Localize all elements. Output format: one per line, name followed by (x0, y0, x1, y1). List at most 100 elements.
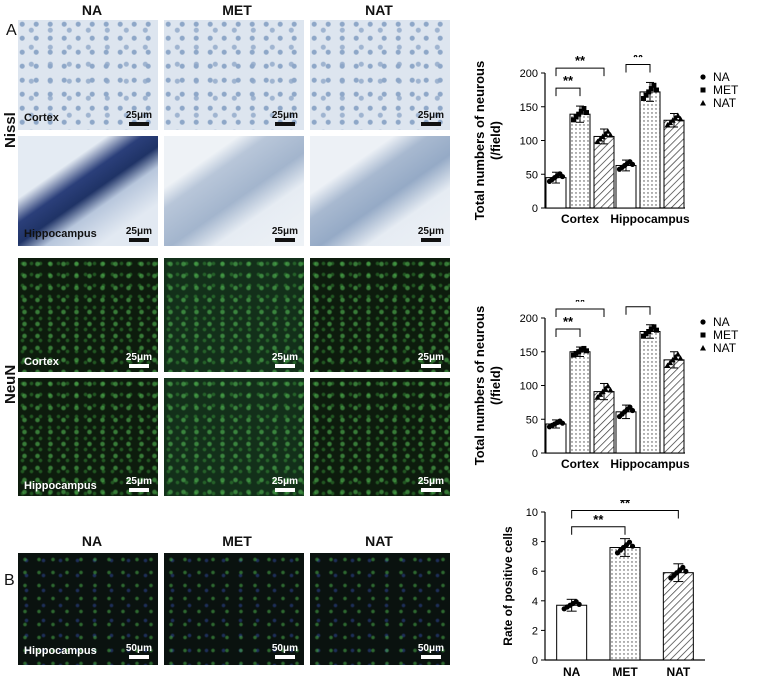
x-tick-label: NA (563, 665, 581, 679)
scale-bar: 25μm (418, 226, 444, 242)
data-point (651, 82, 657, 88)
scale-bar: 25μm (418, 110, 444, 126)
data-point (700, 87, 706, 93)
significance-label: ** (620, 500, 631, 511)
y-tick-label: 100 (520, 136, 538, 148)
y-tick-label: 150 (520, 347, 538, 359)
data-point (604, 382, 611, 389)
x-tick-label: Hippocampus (610, 212, 690, 226)
data-point (700, 345, 706, 351)
y-axis-label: Total numbers of neurous (472, 306, 487, 465)
y-tick-label: 4 (532, 596, 538, 608)
data-point (680, 564, 686, 570)
row-label-nissl: Nissl (2, 112, 19, 148)
y-axis-label: (/field) (488, 366, 503, 405)
chart-positive-cell-rate: Rate of positive cells 0 2 4 6 8 10 NA MET NAT ** *… (501, 500, 705, 679)
scale-bar: 25μm (272, 352, 298, 368)
data-point (641, 333, 646, 339)
bar (639, 91, 661, 209)
y-tick-label: 8 (532, 537, 538, 549)
micrograph-nissl-cortex-nat: 25μm (310, 20, 450, 130)
scale-bar: 25μm (272, 226, 298, 242)
micrograph-neun-hippocampus-met: 25μm (164, 378, 304, 496)
significance-bracket (555, 87, 581, 97)
micrograph-nissl-cortex-na: Cortex 25μm (18, 20, 158, 130)
data-point (646, 329, 652, 334)
bar (615, 164, 637, 209)
panel-letter-a: A (6, 22, 17, 39)
significance-bracket (555, 328, 581, 338)
scale-bar: 25μm (418, 352, 444, 368)
significance-label: ** (633, 300, 644, 307)
y-tick-label: 2 (532, 625, 538, 637)
data-point (578, 108, 584, 114)
data-point (654, 87, 659, 93)
data-point (626, 539, 633, 545)
data-point (629, 407, 636, 414)
y-tick-label: 150 (520, 102, 538, 114)
bar (556, 604, 588, 661)
data-point (672, 354, 679, 360)
data-point (674, 112, 681, 119)
data-point (664, 362, 671, 369)
micrograph-neun-cortex-nat: 25μm (310, 258, 450, 372)
data-point (667, 359, 674, 366)
significance-bracket (625, 63, 651, 73)
significance-label: ** (633, 55, 644, 64)
scale-bar: 25μm (126, 110, 152, 126)
bar (663, 359, 685, 454)
y-tick-label: 0 (532, 448, 538, 460)
region-label: Cortex (24, 356, 59, 368)
data-point (559, 173, 566, 180)
bar (593, 135, 615, 209)
micrograph-b-hippocampus-nat: 50μm (310, 553, 450, 665)
x-tick-label: NAT (666, 665, 690, 679)
bar (569, 351, 591, 454)
data-point (599, 388, 606, 395)
significance-bracket (571, 526, 626, 535)
data-point (576, 349, 582, 355)
data-point (629, 161, 636, 167)
column-header-na: NA (81, 2, 103, 18)
legend-label: NA (713, 70, 730, 84)
significance-label: ** (593, 512, 604, 527)
y-axis-label: (/field) (488, 121, 503, 160)
data-point (584, 348, 589, 354)
micrograph-neun-cortex-na: Cortex 25μm (18, 258, 158, 372)
bar (662, 572, 694, 661)
legend-label: MET (713, 83, 739, 97)
region-label: Cortex (24, 112, 59, 124)
bar (593, 391, 615, 454)
y-tick-label: 10 (526, 507, 538, 519)
legend-label: NAT (713, 96, 737, 110)
data-point (643, 92, 649, 98)
micrograph-nissl-hippocampus-met: 25μm (164, 136, 304, 246)
bar (569, 113, 591, 209)
data-point (700, 74, 706, 80)
bar (609, 547, 641, 661)
scale-bar: 25μm (126, 226, 152, 242)
x-tick-label: MET (612, 665, 638, 679)
data-point (674, 351, 681, 357)
y-axis-label: Total numbers of neurous (472, 61, 487, 220)
data-point (651, 324, 657, 330)
micrograph-nissl-cortex-met: 25μm (164, 20, 304, 130)
panel-letter-b: B (4, 572, 15, 589)
data-point (578, 347, 584, 353)
y-tick-label: 0 (532, 655, 538, 667)
data-point (629, 543, 636, 549)
significance-bracket (625, 306, 651, 315)
data-point (700, 332, 706, 338)
significance-label: ** (575, 55, 586, 68)
significance-label: ** (563, 314, 574, 329)
data-point (573, 114, 579, 120)
data-point (607, 386, 614, 393)
data-point (677, 115, 684, 122)
data-point (607, 131, 614, 138)
data-point (573, 350, 579, 356)
legend-label: NAT (713, 341, 737, 355)
row-label-neun: NeuN (2, 364, 19, 404)
data-point (677, 355, 684, 361)
region-label: Hippocampus (24, 228, 97, 240)
data-point (643, 331, 649, 337)
